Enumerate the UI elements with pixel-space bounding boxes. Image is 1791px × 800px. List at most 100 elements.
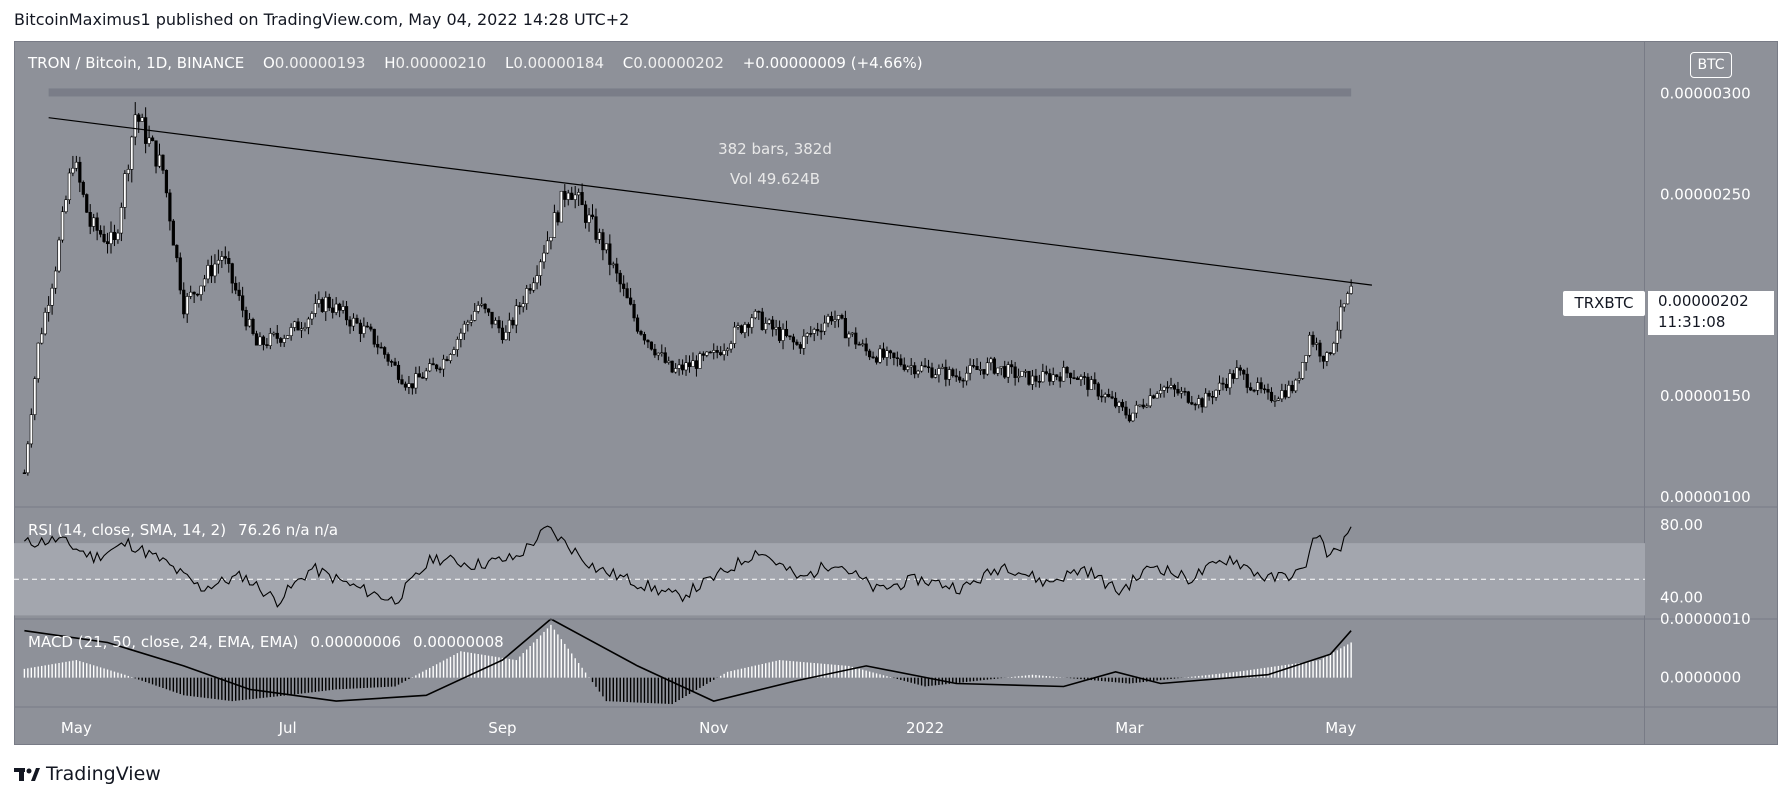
candle-body — [1283, 390, 1287, 398]
macd-label[interactable]: MACD (21, 50, close, 24, EMA, EMA) — [28, 633, 299, 651]
candle-body — [1339, 306, 1343, 331]
candle-body — [1145, 405, 1149, 408]
tradingview-logo-icon — [14, 768, 40, 781]
time-tick-label: Sep — [488, 719, 516, 737]
price-axis[interactable] — [1645, 41, 1778, 745]
candle-body — [1301, 362, 1305, 379]
candle-body — [549, 237, 553, 242]
time-tick-label: Mar — [1115, 719, 1144, 737]
candle-body — [324, 296, 328, 312]
candle-body — [202, 278, 207, 287]
rsi-tick-label: 40.00 — [1660, 588, 1703, 606]
candle-body — [771, 319, 775, 330]
currency-button[interactable]: BTC — [1690, 52, 1732, 78]
candle-body — [788, 335, 792, 338]
footer-brand[interactable]: TradingView — [14, 763, 161, 785]
candle-body — [1238, 367, 1242, 371]
candle-body — [95, 217, 99, 231]
chart-pane[interactable] — [14, 41, 1645, 745]
candle-body — [975, 366, 979, 370]
candle-body — [43, 311, 47, 335]
symbol-title[interactable]: TRON / Bitcoin, 1D, BINANCE — [28, 54, 245, 72]
candle-body — [1217, 382, 1222, 391]
candle-body — [126, 169, 130, 174]
rsi-label[interactable]: RSI (14, close, SMA, 14, 2) — [28, 521, 227, 539]
candle-body — [933, 374, 938, 378]
candle-body — [372, 328, 376, 345]
candle-body — [864, 343, 868, 352]
candle-body — [1155, 393, 1159, 399]
candle-body — [230, 263, 234, 284]
candle-body — [216, 259, 220, 265]
candle-body — [861, 343, 865, 346]
symbol-tag: TRXBTC — [1563, 291, 1645, 316]
candle-body — [791, 336, 796, 343]
candle-body — [1290, 384, 1294, 392]
candle-body — [85, 194, 89, 213]
candle-body — [694, 360, 699, 369]
candle-body — [407, 383, 411, 388]
candle-body — [854, 332, 858, 345]
candle-body — [1266, 389, 1270, 393]
candle-body — [234, 282, 238, 291]
candle-body — [424, 370, 428, 379]
candle-body — [480, 303, 484, 306]
candle-body — [590, 214, 595, 217]
candle-body — [1307, 334, 1312, 356]
candle-body — [670, 360, 674, 373]
candle-body — [88, 212, 92, 227]
candle-body — [819, 330, 823, 333]
candle-body — [1093, 379, 1097, 385]
candle-body — [660, 352, 664, 355]
candle-body — [878, 348, 882, 363]
macd-legend: MACD (21, 50, close, 24, EMA, EMA) 0.0000… — [28, 633, 504, 651]
candle-body — [805, 333, 809, 337]
candle-body — [119, 207, 123, 234]
candle-body — [192, 291, 196, 295]
time-tick-label: Nov — [699, 719, 728, 737]
candle-body — [1023, 370, 1028, 373]
candle-body — [594, 216, 598, 240]
candle-body — [22, 472, 26, 475]
candle-body — [36, 342, 40, 379]
candle-body — [244, 309, 248, 327]
candle-body — [916, 370, 920, 375]
candle-body — [764, 323, 768, 330]
candle-body — [996, 367, 1000, 374]
candle-body — [812, 329, 816, 334]
resistance-zone — [48, 88, 1352, 97]
candle-body — [1086, 376, 1090, 390]
candle-body — [1332, 342, 1336, 354]
high-label: H — [384, 54, 396, 72]
candle-body — [1328, 352, 1332, 354]
candle-body — [251, 318, 255, 334]
candle-body — [1020, 371, 1024, 377]
candle-body — [965, 372, 969, 382]
candle-body — [1079, 376, 1083, 380]
candle-body — [677, 364, 681, 369]
candle-body — [178, 257, 182, 291]
candle-body — [597, 232, 602, 240]
candle-body — [850, 332, 854, 335]
candle-body — [1048, 373, 1052, 382]
candle-body — [53, 270, 58, 289]
candle-body — [1314, 342, 1319, 345]
candle-body — [182, 289, 186, 315]
open-value: 0.00000193 — [274, 54, 366, 72]
candle-body — [930, 367, 934, 378]
candle-body — [902, 364, 906, 370]
candle-body — [445, 358, 449, 361]
candle-body — [189, 291, 193, 297]
candle-body — [989, 358, 993, 364]
time-tick-label: Jul — [278, 719, 297, 737]
candle-body — [532, 282, 536, 291]
candle-body — [705, 351, 709, 356]
candle-body — [518, 305, 522, 308]
candle-body — [1349, 285, 1353, 294]
candle-body — [1183, 390, 1187, 393]
candle-body — [462, 323, 466, 334]
candle-body — [130, 136, 134, 170]
candle-body — [1224, 383, 1229, 389]
rsi-line — [24, 525, 1352, 608]
